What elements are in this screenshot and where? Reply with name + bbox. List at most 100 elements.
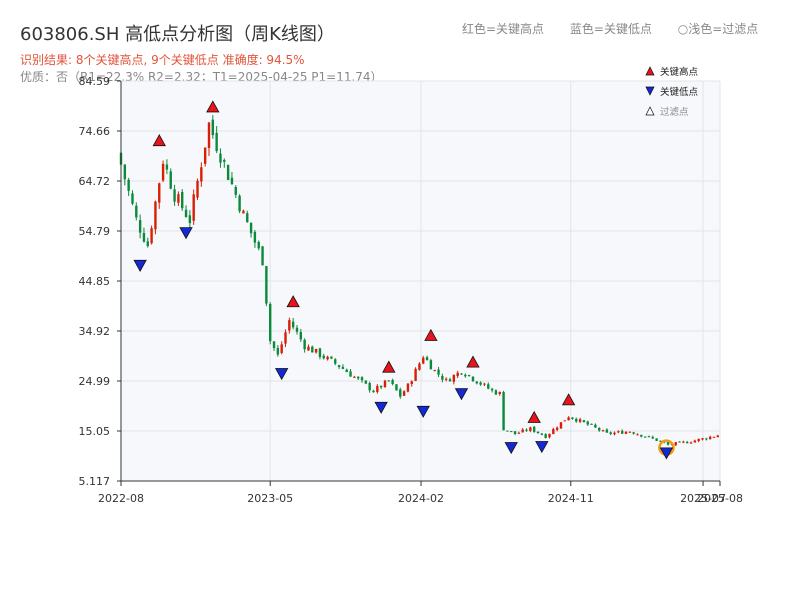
- candle-body: [479, 382, 482, 385]
- y-tick-label: 5.117: [79, 475, 111, 488]
- key-low-marker: [133, 259, 147, 272]
- candle-body: [651, 436, 654, 439]
- candle-body: [586, 421, 589, 425]
- candle-body: [678, 441, 681, 443]
- key-low-marker: [535, 441, 549, 454]
- key-low-marker: [179, 227, 193, 240]
- key-high-marker: [466, 355, 480, 368]
- candle-body: [448, 379, 452, 382]
- candle-body: [460, 373, 463, 375]
- candle-body: [620, 430, 624, 434]
- candle-body: [693, 440, 697, 443]
- candle-body: [353, 376, 356, 378]
- candle-body: [334, 359, 337, 364]
- candle-body: [624, 431, 628, 434]
- candle-body: [444, 378, 448, 380]
- candle-body: [632, 432, 635, 434]
- y-tick-label: 24.99: [79, 375, 111, 388]
- legend-label-low: 关键低点: [660, 86, 699, 98]
- candle-body: [429, 360, 433, 370]
- legend-symbol-high: [645, 66, 655, 76]
- x-tick-label: 2024-11: [548, 492, 594, 505]
- x-tick-label: 2025-08: [697, 492, 743, 505]
- key-low-marker: [416, 405, 430, 418]
- candle-body: [318, 348, 322, 357]
- candle-body: [433, 370, 436, 372]
- candle-body: [399, 389, 402, 397]
- candle-body: [249, 222, 253, 234]
- key-low-marker: [454, 388, 469, 401]
- candle-body: [697, 438, 700, 442]
- candle-body: [536, 431, 540, 434]
- candle-body: [406, 383, 410, 392]
- key-high-marker: [286, 295, 300, 308]
- candle-body: [494, 390, 498, 395]
- candle-body: [131, 193, 134, 204]
- candle-body: [203, 147, 207, 164]
- candle-body: [219, 153, 222, 163]
- candle-body: [613, 432, 616, 435]
- candle-body: [578, 419, 582, 422]
- candle-body: [655, 438, 658, 441]
- candle-body: [682, 441, 685, 443]
- legend-blue-text: 蓝色=关键低点: [569, 22, 652, 36]
- candle-body: [666, 442, 670, 445]
- candle-body: [414, 368, 417, 381]
- candle-body: [705, 438, 708, 440]
- key-low-marker: [659, 447, 674, 460]
- candle-body: [238, 195, 241, 212]
- candle-body: [184, 209, 188, 217]
- candle-body: [402, 391, 406, 396]
- legend-symbol-low: [645, 86, 655, 96]
- candle-body: [337, 365, 341, 367]
- candle-body: [643, 436, 647, 438]
- candle-body: [532, 426, 536, 432]
- candle-body: [640, 434, 643, 437]
- candle-body: [387, 380, 391, 382]
- candle-body: [471, 376, 475, 382]
- candle-body: [609, 432, 612, 434]
- candle-body: [483, 383, 486, 385]
- candle-body: [291, 321, 295, 328]
- key-low-marker: [275, 368, 289, 381]
- candle-body: [284, 332, 287, 344]
- candle-body: [364, 380, 368, 384]
- candle-body: [192, 194, 195, 221]
- candle-body: [142, 232, 146, 242]
- candle-body: [510, 431, 513, 433]
- candle-body: [242, 210, 245, 214]
- candle-body: [544, 434, 547, 439]
- candle-body: [123, 164, 127, 180]
- candle-body: [601, 430, 605, 432]
- candle-body: [475, 381, 478, 384]
- candle-body: [708, 436, 712, 440]
- candle-body: [636, 434, 639, 436]
- candle-body: [181, 192, 184, 209]
- candle-body: [234, 186, 237, 195]
- candle-body: [567, 417, 570, 421]
- x-tick-label: 2024-02: [398, 492, 444, 505]
- candle-body: [379, 385, 383, 388]
- y-tick-label: 15.05: [79, 425, 111, 438]
- candle-body: [628, 431, 632, 433]
- key-high-marker: [382, 360, 396, 373]
- markers: [133, 100, 675, 460]
- candle-body: [571, 417, 574, 419]
- candle-body: [246, 213, 249, 223]
- candle-body: [456, 372, 459, 377]
- y-tick-label: 34.92: [79, 325, 111, 338]
- key-low-marker: [374, 401, 388, 414]
- candle-body: [605, 429, 609, 433]
- candle-body: [594, 424, 597, 428]
- candle-body: [303, 339, 306, 350]
- key-high-marker: [527, 410, 541, 423]
- x-tick-label: 2022-08: [98, 492, 144, 505]
- candle-body: [138, 220, 142, 233]
- candle-body: [716, 435, 720, 438]
- candle-body: [326, 356, 329, 360]
- candle-body: [437, 369, 440, 375]
- candle-body: [188, 215, 192, 224]
- candle-body: [154, 201, 157, 230]
- candle-body: [575, 418, 578, 422]
